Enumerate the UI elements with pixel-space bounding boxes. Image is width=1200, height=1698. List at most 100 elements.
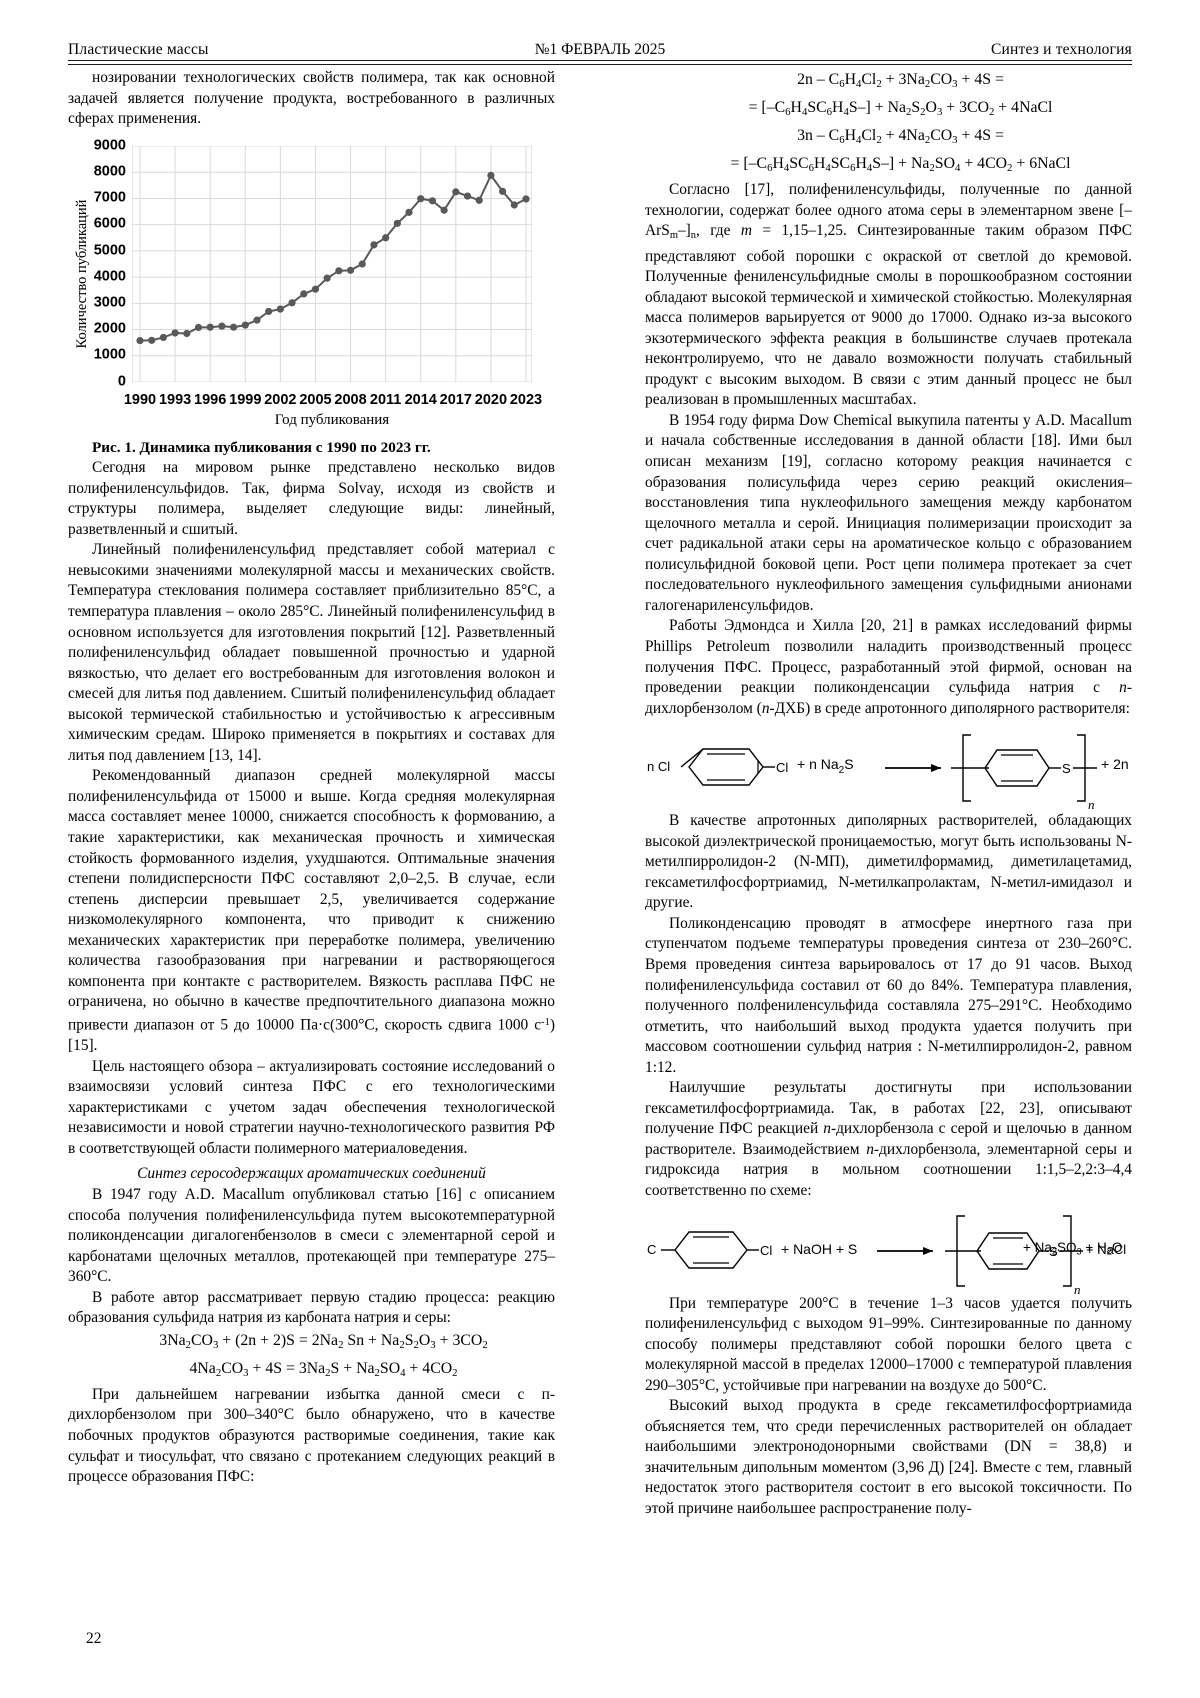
- equation-4: = [–C6H4SC6H4S–] + Na2S2O3 + 3CO2 + 4NaC…: [645, 96, 1132, 124]
- chart-data-point: [171, 329, 178, 336]
- chart-data-point: [452, 188, 459, 195]
- chart-x-tick-label: 2020: [475, 390, 507, 411]
- chart-data-point: [160, 333, 167, 340]
- chart-plot-area: 0100020003000400050006000700080009000 19…: [132, 146, 532, 382]
- chart-data-point: [207, 323, 214, 330]
- scheme2-left-label: C: [647, 1242, 656, 1257]
- paragraph-10: Работы Эдмондса и Хилла [20, 21] в рамка…: [645, 616, 1132, 719]
- equation-1: 3Na2CO3 + (2n + 2)S = 2Na2 Sn + Na2S2O3 …: [68, 1329, 555, 1357]
- chart-x-tick-label: 2023: [510, 390, 542, 411]
- chart-x-tick-label: 1999: [229, 390, 261, 411]
- paragraph-3: Рекомендованный диапазон средней молекул…: [68, 766, 555, 1056]
- chart-data-point: [335, 267, 342, 274]
- chart-data-point: [218, 322, 225, 329]
- chart-data-point: [347, 266, 354, 273]
- chart-x-tick-label: 2017: [440, 390, 472, 411]
- chart-x-tick-label: 2002: [264, 390, 296, 411]
- page-number: 22: [86, 1630, 101, 1648]
- paragraph-15: Высокий выход продукта в среде гексамети…: [645, 1396, 1132, 1519]
- paragraph-11: В качестве апротонных диполярных раствор…: [645, 811, 1132, 914]
- paragraph-5: В 1947 году A.D. Macallum опубликовал ст…: [68, 1185, 555, 1288]
- paragraph-8: Согласно [17], полифениленсульфиды, полу…: [645, 180, 1132, 411]
- chem-scheme-1: n Cl Cl + n Na2S: [645, 719, 1132, 811]
- section-name: Синтез и технология: [991, 41, 1132, 59]
- chart-data-point: [312, 285, 319, 292]
- scheme2-plus-naoh-s: + NaOH + S: [781, 1241, 857, 1257]
- chart-data-point: [242, 321, 249, 328]
- chart-data-point: [522, 195, 529, 202]
- scheme2-n-subscript: n: [1074, 1282, 1081, 1294]
- chart-y-tick-label: 2000: [94, 319, 126, 340]
- running-head: Пластические массы №1 ФЕВРАЛЬ 2025 Синте…: [68, 33, 1132, 59]
- chart-y-axis-label: Количество публикаций: [72, 4, 93, 184]
- chart-data-point: [195, 323, 202, 330]
- chart-x-tick-label: 2008: [334, 390, 366, 411]
- chart-data-point: [382, 234, 389, 241]
- superscript-minus-one: -1: [541, 1017, 550, 1028]
- chart-x-tick-label: 1990: [124, 390, 156, 411]
- left-column: нозировании технологических свойств поли…: [68, 68, 555, 1488]
- chart-x-tick-label: 2014: [405, 390, 437, 411]
- chart-y-tick-label: 9000: [94, 135, 126, 156]
- chart-data-point: [370, 241, 377, 248]
- scheme1-s-label: S: [1062, 761, 1071, 776]
- equation-3: 2n – C6H4Cl2 + 3Na2CO3 + 4S =: [645, 68, 1132, 96]
- chart-y-tick-label: 5000: [94, 240, 126, 261]
- chart-x-tick-label: 1996: [194, 390, 226, 411]
- equation-2: 4Na2CO3 + 4S = 3Na2S + Na2SO4 + 4CO2: [68, 1357, 555, 1385]
- chart-data-point: [265, 308, 272, 315]
- scheme1-left-label: n Cl: [647, 759, 670, 774]
- chart-data-point: [148, 336, 155, 343]
- scheme2-byproducts: + Na2SO3 + H2O: [1023, 1238, 1122, 1262]
- chart-data-point: [405, 208, 412, 215]
- chart-data-point: [487, 171, 494, 178]
- equation-5: 3n – C6H4Cl2 + 4Na2CO3 + 4S =: [645, 124, 1132, 152]
- journal-page: Пластические массы №1 ФЕВРАЛЬ 2025 Синте…: [0, 0, 1200, 1698]
- chart-data-point: [230, 323, 237, 330]
- chart-data-point: [441, 206, 448, 213]
- chart-y-tick-label: 6000: [94, 214, 126, 235]
- paragraph-7: При дальнейшем нагревании избытка данной…: [68, 1385, 555, 1488]
- issue-label: №1 ФЕВРАЛЬ 2025: [535, 41, 666, 59]
- chart-x-tick-label: 2011: [370, 390, 401, 411]
- scheme1-plus-na2s: + n Na2S: [797, 756, 854, 776]
- chart-data-point: [300, 290, 307, 297]
- chart-data-point: [476, 196, 483, 203]
- chart-y-tick-label: 1000: [94, 345, 126, 366]
- paragraph-14: При температуре 200°С в течение 1–3 часо…: [645, 1294, 1132, 1397]
- chart-data-point: [253, 316, 260, 323]
- scheme1-cl-label: Cl: [776, 760, 788, 775]
- figure-1: Количество публикаций 010002000300040005…: [68, 138, 555, 438]
- paragraph-1: Сегодня на мировом рынке представлено не…: [68, 458, 555, 540]
- chart-data-point: [183, 330, 190, 337]
- figure-caption: Рис. 1. Динамика публикования с 1990 по …: [68, 438, 555, 459]
- chart-x-tick-label: 1993: [159, 390, 191, 411]
- paragraph-9: В 1954 году фирма Dow Chemical выкупила …: [645, 411, 1132, 616]
- scheme1-n-subscript: n: [1088, 797, 1095, 811]
- chart-x-tick-label: 2005: [299, 390, 331, 411]
- paragraph-13: Наилучшие результаты достигнуты при испо…: [645, 1078, 1132, 1201]
- chart-data-point: [324, 274, 331, 281]
- chart-y-tick-label: 8000: [94, 162, 126, 183]
- chart-data-point: [511, 201, 518, 208]
- header-rule: [68, 60, 1132, 61]
- melt-visc-tail: (300°С, скорость сдвига 1000 с: [330, 1017, 541, 1034]
- paragraph-12: Поликонденсацию проводят в атмосфере ине…: [645, 914, 1132, 1078]
- section-heading: Синтез серосодержащих ароматических соед…: [68, 1164, 555, 1185]
- scheme1-right-label: + 2n NaCl: [1101, 756, 1132, 772]
- paragraph-2: Линейный полифениленсульфид представляет…: [68, 540, 555, 766]
- line-chart-svg: [132, 146, 532, 382]
- scheme2-cl-label: Cl: [760, 1243, 772, 1258]
- chart-data-point: [417, 195, 424, 202]
- paragraph-4: Цель настоящего обзора – актуализировать…: [68, 1057, 555, 1160]
- chart-data-point: [359, 260, 366, 267]
- paragraph-6: В работе автор рассматривает первую стад…: [68, 1288, 555, 1329]
- chart-data-point: [288, 299, 295, 306]
- chart-data-point: [136, 337, 143, 344]
- chart-data-point: [277, 305, 284, 312]
- chart-data-point: [429, 197, 436, 204]
- chart-data-point: [499, 187, 506, 194]
- header-rule-thin: [68, 64, 1132, 65]
- equation-6: = [–C6H4SC6H4SC6H4S–] + Na2SO4 + 4CO2 + …: [645, 152, 1132, 180]
- chart-y-tick-label: 7000: [94, 188, 126, 209]
